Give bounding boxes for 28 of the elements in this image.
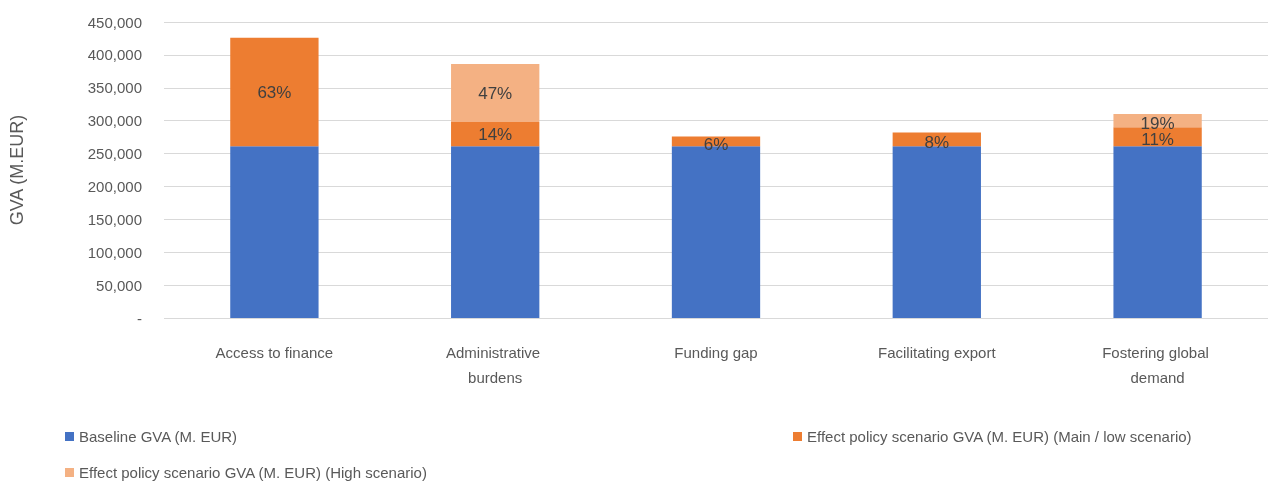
x-tick-label: Fostering global demand <box>1102 344 1214 386</box>
y-tick-label: 250,000 <box>87 145 142 163</box>
bar <box>451 146 540 318</box>
bar <box>1113 146 1202 318</box>
y-tick-label: 150,000 <box>87 210 142 228</box>
y-tick-label: 350,000 <box>87 79 142 97</box>
y-tick-label: 300,000 <box>87 112 142 130</box>
y-tick-label: 400,000 <box>87 46 142 64</box>
x-tick-label: Funding gap <box>674 344 758 361</box>
y-tick-label: - <box>137 309 142 327</box>
bar <box>892 146 981 318</box>
x-tick-label: Administrative burdens <box>446 344 545 386</box>
y-tick-label: 450,000 <box>87 13 142 31</box>
legend-label: Effect policy scenario GVA (M. EUR) (High scenario) <box>79 464 427 481</box>
legend-label: Baseline GVA (M. EUR) <box>79 428 238 445</box>
y-axis-title: GVA (M.EUR) <box>7 114 27 226</box>
y-tick-label: 50,000 <box>96 276 142 294</box>
legend-label: Effect policy scenario GVA (M. EUR) (Main / low scenario) <box>807 428 1192 445</box>
y-tick-label: 100,000 <box>87 243 142 261</box>
bar <box>230 37 319 147</box>
bar <box>230 146 319 318</box>
bar <box>451 64 540 122</box>
annotation: 14% <box>478 124 513 144</box>
annotation: 47% <box>478 83 513 103</box>
annotation: 63% <box>257 82 292 102</box>
x-tick-label: Facilitating export <box>878 344 997 361</box>
y-tick-label: 200,000 <box>87 177 142 195</box>
x-tick-label: Access to finance <box>215 344 334 361</box>
